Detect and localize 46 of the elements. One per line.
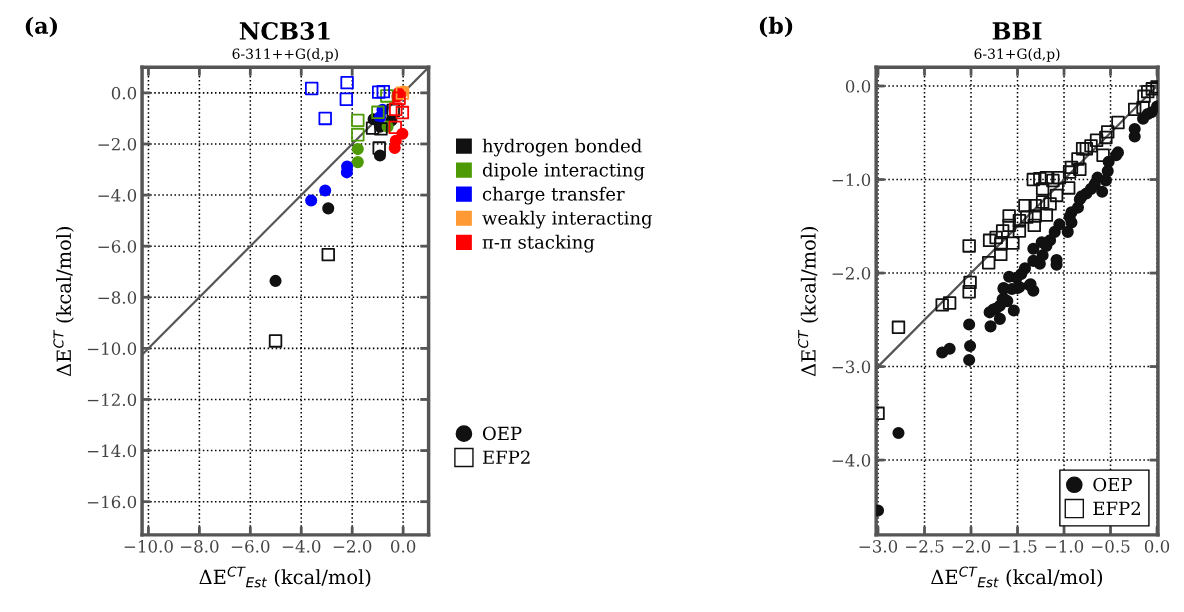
x-tick-label: −6.0 (231, 540, 270, 553)
y-tick-label: −2.0 (832, 267, 871, 280)
x-tick-label: −8.0 (180, 540, 219, 553)
y-tick-label: −12.0 (87, 393, 137, 407)
legend-label: π-π stacking (482, 234, 595, 253)
x-tick-label: −3.0 (859, 540, 898, 553)
x-tick-label: −2.0 (952, 540, 991, 553)
chart-title: NCB31 (239, 22, 330, 40)
chart-title: BBI (992, 22, 1042, 40)
y-tick-label: −8.0 (98, 291, 137, 304)
x-tick-label: 0.0 (390, 540, 416, 553)
y-tick-label: −14.0 (87, 444, 137, 458)
legend-label: OEP (1093, 477, 1132, 492)
y-axis-title: ΔE$^{CT}$ (kcal/mol) (797, 226, 819, 377)
legend-label: EFP2 (1093, 501, 1140, 515)
x-tick-label: −1.0 (1045, 540, 1084, 553)
y-tick-label: −10.0 (87, 342, 137, 355)
y-tick-label: −3.0 (832, 360, 871, 374)
y-tick-label: −6.0 (98, 240, 137, 253)
x-axis-title: ΔE$^{CT}$$_{Est}$ (kcal/mol) (931, 566, 1103, 588)
chart-subtitle: 6-311++G(d,p) (232, 48, 338, 62)
x-axis-title: ΔE$^{CT}$$_{Est}$ (kcal/mol) (199, 566, 371, 588)
legend-label: weakly interacting (482, 210, 653, 229)
text: (a) (25, 16, 57, 38)
legend-label: hydrogen bonded (482, 138, 642, 157)
x-tick-label: −4.0 (282, 540, 321, 553)
legend-label: EFP2 (482, 450, 530, 464)
y-axis-title: ΔE$^{CT}$ (kcal/mol) (53, 226, 74, 377)
y-tick-label: −4.0 (832, 454, 871, 467)
text: (b) (759, 16, 793, 38)
chart-subtitle: 6-31+G(d,p) (974, 48, 1060, 62)
x-tick-label: −2.0 (333, 540, 372, 553)
y-tick-label: 0.0 (111, 86, 137, 100)
x-tick-label: −2.5 (906, 540, 944, 553)
x-tick-label: 0.0 (1144, 540, 1170, 553)
legend-label: OEP (482, 426, 522, 441)
y-tick-label: 0.0 (845, 79, 871, 93)
legend-label: dipole interacting (482, 162, 645, 181)
y-tick-label: −4.0 (98, 189, 137, 202)
y-tick-label: −2.0 (98, 137, 137, 151)
y-tick-label: −16.0 (87, 495, 137, 509)
x-tick-label: −0.5 (1092, 540, 1130, 553)
legend-label: charge transfer (482, 186, 625, 205)
y-tick-label: −1.0 (832, 173, 871, 187)
x-tick-label: −1.5 (999, 540, 1037, 553)
x-tick-label: −10.0 (124, 540, 173, 553)
